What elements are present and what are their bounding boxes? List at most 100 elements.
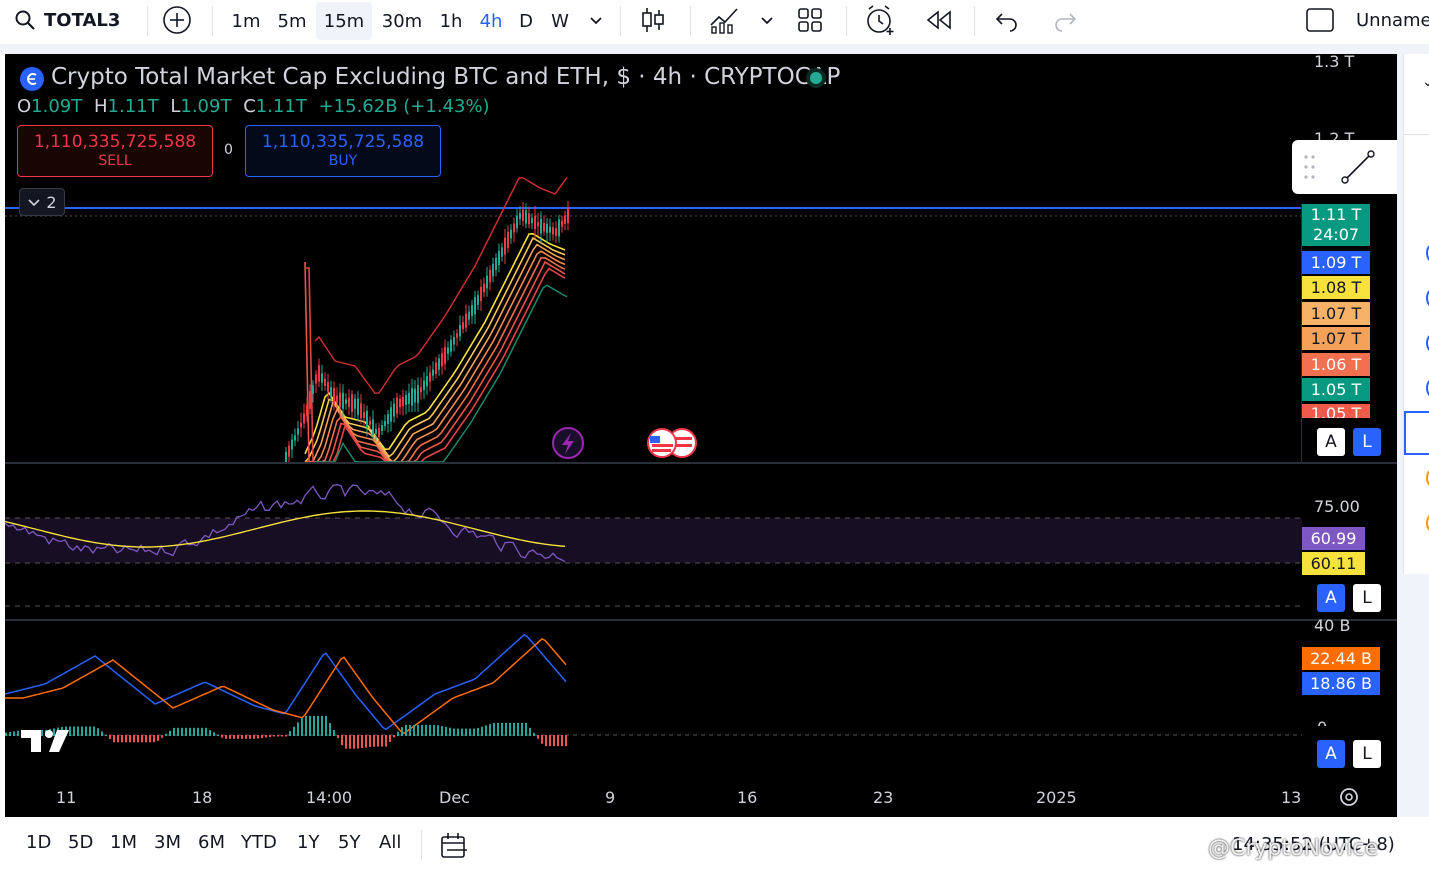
indicators-dropdown[interactable] xyxy=(757,0,777,40)
gear-icon[interactable] xyxy=(1340,788,1358,806)
right-sidebar-panel: ⌄ xyxy=(1403,54,1429,574)
time-tick: 14:00 xyxy=(306,788,353,807)
chevron-down-icon xyxy=(590,17,602,25)
range-5d[interactable]: 5D xyxy=(68,832,94,853)
range-1d[interactable]: 1D xyxy=(26,832,52,853)
symbol-search[interactable]: TOTAL3 xyxy=(14,0,120,40)
us-flag-event-icon[interactable] xyxy=(647,428,697,458)
compare-button[interactable] xyxy=(162,0,192,40)
tf-15m[interactable]: 15m xyxy=(316,2,372,40)
indicator-count: 2 xyxy=(46,192,57,212)
candles-icon xyxy=(642,8,664,32)
time-tick: 13 xyxy=(1281,788,1302,807)
macd-zero-tick: 0 xyxy=(1317,718,1327,726)
macd-log-scale-button[interactable]: L xyxy=(1353,740,1381,768)
open-value: 1.09T xyxy=(31,96,83,117)
tf-d[interactable]: D xyxy=(519,10,533,32)
trend-line-icon[interactable] xyxy=(1338,147,1378,187)
chart-title: Crypto Total Market Cap Excluding BTC an… xyxy=(51,64,841,90)
pane-divider-1 xyxy=(5,462,1397,464)
buy-price: 1,110,335,725,588 xyxy=(261,132,425,152)
tf-4h[interactable]: 4h xyxy=(479,10,503,32)
log-scale-button[interactable]: L xyxy=(1353,428,1381,456)
timeframe-dropdown[interactable] xyxy=(586,0,606,40)
current-price-label: 1.11 T 24:07 xyxy=(1302,204,1370,246)
plus-circle-icon xyxy=(163,6,191,34)
fullscreen-toggle[interactable] xyxy=(1305,0,1335,40)
replay-button[interactable] xyxy=(924,0,954,40)
calendar-goto-icon[interactable] xyxy=(439,831,469,861)
macd-pane xyxy=(5,634,567,749)
chevron-down-icon xyxy=(761,17,773,25)
watermark-text: @CryptoNovice xyxy=(1208,836,1379,861)
close-value: 1.11T xyxy=(255,96,307,117)
square-icon xyxy=(1306,8,1334,32)
ma-price-label: 1.05 T xyxy=(1302,378,1370,401)
range-1m[interactable]: 1M xyxy=(110,832,137,853)
tf-30m[interactable]: 30m xyxy=(381,10,423,32)
time-tick: Dec xyxy=(439,788,470,807)
grid-icon xyxy=(798,8,822,32)
price-pane xyxy=(285,176,569,464)
macd-tick: 40 B xyxy=(1314,616,1351,635)
layouts-button[interactable] xyxy=(796,0,824,40)
chart-type-button[interactable] xyxy=(640,0,666,40)
time-tick: 11 xyxy=(56,788,77,807)
low-value: 1.09T xyxy=(180,96,232,117)
sell-price: 1,110,335,725,588 xyxy=(33,132,197,152)
macd-auto-scale-button[interactable]: A xyxy=(1317,740,1345,768)
chart-canvas[interactable] xyxy=(5,54,1397,817)
rsi-value-label: 60.99 xyxy=(1302,527,1365,550)
sell-button[interactable]: 1,110,335,725,588 SELL xyxy=(17,125,213,177)
indicators-collapse-button[interactable]: 2 xyxy=(19,188,65,216)
lightning-event-icon[interactable] xyxy=(552,427,584,459)
chart-area[interactable]: Crypto Total Market Cap Excluding BTC an… xyxy=(5,54,1397,817)
market-status-dot xyxy=(806,68,826,88)
tf-w[interactable]: W xyxy=(551,10,569,32)
bar-countdown: 24:07 xyxy=(1312,225,1360,244)
rsi-log-scale-button[interactable]: L xyxy=(1353,584,1381,612)
time-tick: 16 xyxy=(737,788,758,807)
undo-icon xyxy=(995,13,1017,32)
ma-price-label: 1.08 T xyxy=(1302,276,1370,299)
sell-label: SELL xyxy=(98,153,132,169)
ma-price-label: 1.06 T xyxy=(1302,353,1370,376)
range-all[interactable]: All xyxy=(379,832,402,853)
time-tick: 23 xyxy=(873,788,894,807)
range-5y[interactable]: 5Y xyxy=(338,832,361,853)
spread-value: 0 xyxy=(224,142,233,158)
search-icon xyxy=(15,10,35,30)
undo-button[interactable] xyxy=(994,0,1020,40)
indicators-button[interactable] xyxy=(708,0,740,40)
drag-handle-icon[interactable] xyxy=(1302,152,1318,182)
layout-name[interactable]: Unname xyxy=(1356,9,1429,31)
ma-price-label: 1.09 T xyxy=(1302,251,1370,274)
ma-price-label: 1.05 T xyxy=(1302,404,1370,418)
ohlc-values: O1.09T H1.11T L1.09T C1.11T +15.62B (+1.… xyxy=(17,96,490,117)
redo-icon xyxy=(1055,13,1077,32)
high-value: 1.11T xyxy=(107,96,159,117)
rsi-auto-scale-button[interactable]: A xyxy=(1317,584,1345,612)
range-3m[interactable]: 3M xyxy=(154,832,181,853)
rsi-level-label: 75.00 xyxy=(1314,497,1360,516)
bottom-toolbar xyxy=(0,817,1429,873)
ma-price-label: 1.07 T xyxy=(1302,327,1370,350)
rewind-icon xyxy=(926,10,951,30)
time-tick: 2025 xyxy=(1036,788,1077,807)
auto-scale-button[interactable]: A xyxy=(1317,428,1345,456)
range-6m[interactable]: 6M xyxy=(198,832,225,853)
redo-button[interactable] xyxy=(1052,0,1078,40)
buy-button[interactable]: 1,110,335,725,588 BUY xyxy=(245,125,441,177)
range-ytd[interactable]: YTD xyxy=(241,832,277,853)
tf-1h[interactable]: 1h xyxy=(439,10,463,32)
rsi-ma-value-label: 60.11 xyxy=(1302,552,1365,575)
range-1y[interactable]: 1Y xyxy=(297,832,320,853)
alarm-clock-icon xyxy=(867,5,894,35)
alert-button[interactable] xyxy=(864,0,896,40)
symbol-name: TOTAL3 xyxy=(44,9,121,31)
macd-value-label: 18.86 B xyxy=(1302,672,1380,695)
tf-5m[interactable]: 5m xyxy=(277,10,307,32)
tf-1m[interactable]: 1m xyxy=(231,10,261,32)
rsi-band xyxy=(5,518,1302,563)
top-toolbar: TOTAL3 1m 5m 15m 30m 1h 4h D W Unname xyxy=(0,0,1429,44)
